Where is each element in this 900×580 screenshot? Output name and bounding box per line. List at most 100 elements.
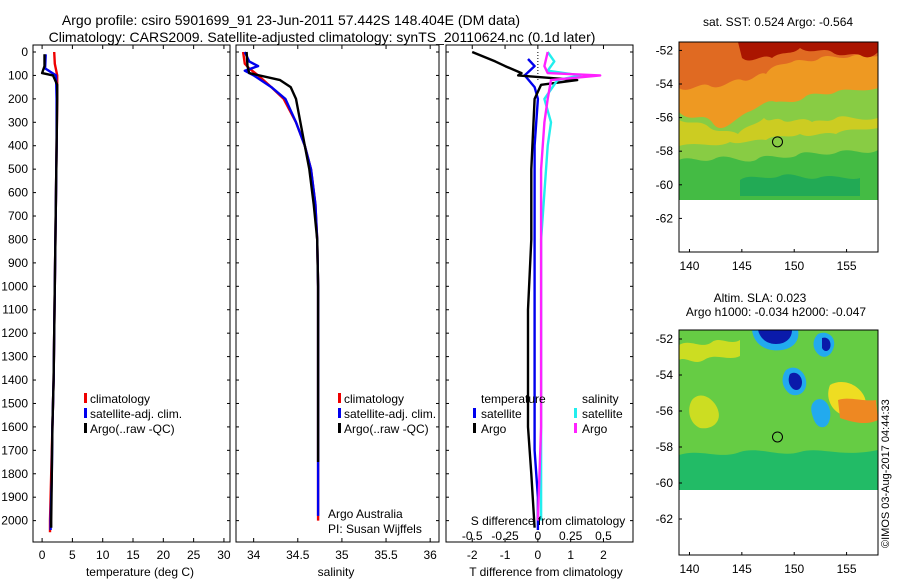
map-x-tick-label: 140 (679, 259, 699, 273)
legend-label: Argo (582, 422, 608, 436)
legend-label: Argo(..raw -QC) (90, 422, 175, 436)
sla-yellow-patch (689, 395, 719, 429)
temperature-xlabel: temperature (deg C) (86, 565, 194, 579)
y-tick-label: 200 (8, 92, 28, 106)
series-line (471, 50, 579, 528)
y-tick-label: 100 (8, 68, 28, 82)
y-tick-label: 600 (8, 186, 28, 200)
y-tick-label: 1500 (1, 396, 28, 410)
s-tick-label: -0.5 (462, 529, 483, 543)
sst-map-title: sat. SST: 0.524 Argo: -0.564 (703, 15, 853, 29)
y-tick-label: 1200 (1, 326, 28, 340)
x-tick-label: 34 (247, 548, 261, 562)
y-tick-label: 500 (8, 162, 28, 176)
y-tick-label: 0 (21, 45, 28, 59)
x-tick-label: 5 (69, 548, 76, 562)
map-x-tick-label: 150 (784, 259, 804, 273)
sla-map-frame (678, 329, 879, 556)
s-tick-label: 0 (535, 529, 542, 543)
y-tick-label: 2000 (1, 514, 28, 528)
legend-swatch-satellite (338, 408, 341, 418)
y-tick-label: 1400 (1, 373, 28, 387)
salinity-legend: climatology satellite-adj. clim. Argo(..… (328, 392, 436, 536)
legend-swatch-temp-argo (473, 423, 476, 433)
series-line (40, 54, 59, 528)
y-tick-label: 1900 (1, 490, 28, 504)
y-tick-label: 1800 (1, 467, 28, 481)
x-tick-label: 20 (157, 548, 171, 562)
legend-swatch-climatology (84, 393, 87, 403)
y-tick-label: 800 (8, 232, 28, 246)
x-tick-label: 35 (335, 548, 349, 562)
sst-darkred-band (738, 42, 878, 61)
map-x-tick-label: 155 (837, 562, 857, 576)
legend-label: satellite (481, 407, 522, 421)
salinity-xlabel: salinity (318, 565, 355, 579)
map-y-tick-label: -54 (656, 368, 674, 382)
x-tick-label: 1 (567, 548, 574, 562)
y-tick-label: 1300 (1, 350, 28, 364)
s-tick-label: -0.25 (491, 529, 519, 543)
salinity-panel: 34 34.5 35 35.5 36 (236, 45, 439, 562)
x-tick-label: 30 (217, 548, 231, 562)
map-y-tick-label: -58 (656, 144, 674, 158)
annotation-line1: Argo Australia (328, 507, 403, 521)
credit-stamp: ©IMOS 03-Aug-2017 04:44:33 (880, 399, 892, 548)
x-tick-label: 34.5 (286, 548, 310, 562)
map-x-tick-label: 145 (732, 259, 752, 273)
x-tick-label: 0 (535, 548, 542, 562)
s-tick-label: 0.5 (595, 529, 612, 543)
x-tick-label: 25 (187, 548, 201, 562)
map-y-tick-label: -52 (656, 43, 674, 57)
y-tick-label: 1000 (1, 279, 28, 293)
map-y-tick-label: -56 (656, 111, 674, 125)
difference-xlabel-top: S difference from climatology (471, 514, 626, 528)
sst-hot-band (679, 42, 878, 90)
y-tick-label: 900 (8, 256, 28, 270)
map-y-tick-label: -58 (656, 440, 674, 454)
difference-legend: temperature satellite Argo salinity sate… (473, 392, 623, 436)
difference-panel-frame (445, 44, 634, 543)
y-tick-label: 700 (8, 209, 28, 223)
temperature-panel-frame (32, 44, 231, 543)
map-y-tick-label: -54 (656, 77, 674, 91)
map-y-tick-label: -60 (656, 178, 674, 192)
legend-swatch-argo (84, 423, 87, 433)
legend-swatch-climatology (338, 393, 341, 403)
legend-swatch-sal-argo (574, 423, 577, 433)
x-tick-label: 35.5 (374, 548, 398, 562)
legend-label: satellite-adj. clim. (90, 407, 182, 421)
figure-title-line2: Climatology: CARS2009. Satellite-adjuste… (49, 29, 596, 45)
y-tick-label: 1600 (1, 420, 28, 434)
legend-heading-salinity: salinity (582, 392, 619, 406)
difference-panel: -2 -1 0 1 2 -0.5 -0.25 0 0.25 0.5 (446, 45, 633, 562)
map-y-tick-label: -52 (656, 332, 674, 346)
x-tick-label: 15 (126, 548, 140, 562)
salinity-panel-frame (235, 44, 440, 543)
legend-swatch-argo (338, 423, 341, 433)
sla-map-axes: 140 145 150 155 -52 -54 -56 -58 -60 -62 (656, 332, 857, 576)
sla-blue-patch (822, 337, 831, 351)
map-y-tick-label: -60 (656, 476, 674, 490)
series-line (245, 51, 320, 462)
x-tick-label: 36 (423, 548, 437, 562)
sla-map-title-line1: Altim. SLA: 0.023 (714, 291, 807, 305)
sst-argo-location-marker (771, 136, 783, 148)
sla-green-band (679, 450, 878, 490)
figure-title-line1: Argo profile: csiro 5901699_91 23-Jun-20… (62, 12, 520, 28)
sla-blue-patch (788, 372, 802, 390)
sla-yellow-patch (679, 340, 740, 362)
sla-map-title-line2: Argo h1000: -0.034 h2000: -0.047 (686, 305, 866, 319)
legend-label: Argo (481, 422, 507, 436)
sst-darkgreen-patch (740, 174, 860, 196)
sla-map: 140 145 150 155 -52 -54 -56 -58 -60 -62 (656, 329, 879, 576)
map-x-tick-label: 155 (837, 259, 857, 273)
map-y-tick-label: -56 (656, 404, 674, 418)
sla-argo-location-marker (771, 431, 783, 443)
series-line (536, 51, 602, 521)
y-tick-label: 1100 (2, 303, 28, 317)
map-x-tick-label: 140 (679, 562, 699, 576)
y-tick-label: 400 (8, 139, 28, 153)
sst-map: 140 145 150 155 -52 -54 -56 -58 -60 -62 (656, 41, 879, 273)
